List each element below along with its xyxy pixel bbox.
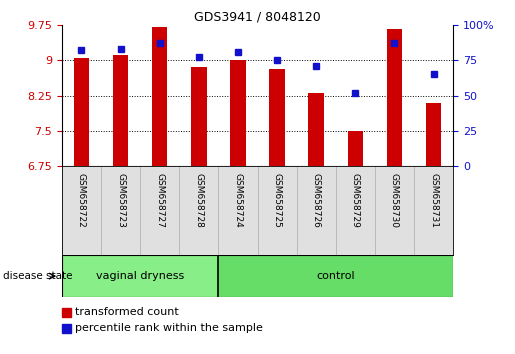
Bar [74,58,89,166]
Bar [258,166,297,255]
Bar [152,27,167,166]
Bar [140,166,179,255]
Text: disease state: disease state [3,271,72,281]
Bar [375,166,414,255]
Bar [218,255,453,297]
Title: GDS3941 / 8048120: GDS3941 / 8048120 [194,11,321,24]
Bar [191,67,207,166]
Bar [113,56,128,166]
Text: GSM658728: GSM658728 [194,172,203,228]
Bar [218,166,258,255]
Bar [62,255,218,297]
Bar [62,324,71,333]
Text: transformed count: transformed count [75,307,179,318]
Text: control: control [316,271,355,281]
Text: GSM658726: GSM658726 [312,172,321,228]
Text: vaginal dryness: vaginal dryness [96,271,184,281]
Text: GSM658722: GSM658722 [77,172,86,227]
Bar [308,93,324,166]
Bar [179,166,218,255]
Text: GSM658729: GSM658729 [351,172,360,228]
Bar [230,60,246,166]
Text: GSM658730: GSM658730 [390,172,399,228]
Text: GSM658724: GSM658724 [233,172,243,227]
Text: GSM658723: GSM658723 [116,172,125,228]
Text: percentile rank within the sample: percentile rank within the sample [75,323,263,333]
Text: GSM658731: GSM658731 [429,172,438,228]
Bar [336,166,375,255]
Bar [62,166,101,255]
Bar [297,166,336,255]
Bar [426,103,441,166]
Bar [387,29,402,166]
Bar [269,69,285,166]
Bar [62,308,71,317]
Bar [101,166,140,255]
Text: GSM658727: GSM658727 [155,172,164,228]
Bar [348,131,363,166]
Text: GSM658725: GSM658725 [272,172,282,228]
Bar [414,166,453,255]
